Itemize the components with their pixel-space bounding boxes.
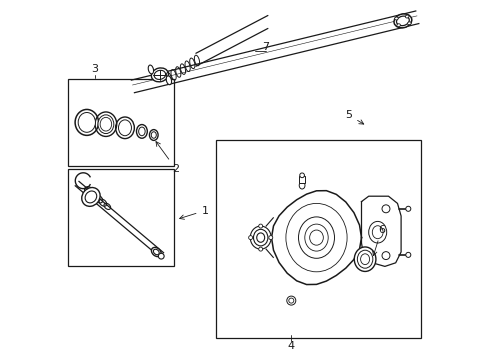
Ellipse shape	[394, 17, 397, 20]
Ellipse shape	[405, 252, 410, 257]
Ellipse shape	[288, 298, 293, 303]
Ellipse shape	[81, 188, 100, 206]
Bar	[299, 176, 305, 183]
Text: 3: 3	[91, 64, 99, 74]
Ellipse shape	[309, 230, 323, 245]
Ellipse shape	[298, 217, 334, 258]
Ellipse shape	[381, 205, 389, 213]
Ellipse shape	[139, 127, 145, 136]
Ellipse shape	[248, 235, 252, 240]
Ellipse shape	[381, 252, 389, 260]
Ellipse shape	[268, 235, 272, 240]
Text: 7: 7	[262, 42, 269, 52]
Ellipse shape	[360, 254, 369, 265]
Ellipse shape	[118, 120, 131, 136]
Ellipse shape	[354, 247, 375, 271]
Ellipse shape	[299, 182, 305, 189]
Text: 4: 4	[287, 341, 294, 351]
Ellipse shape	[407, 22, 410, 25]
Ellipse shape	[166, 76, 171, 85]
Ellipse shape	[286, 296, 295, 305]
Bar	[215, 140, 420, 338]
Ellipse shape	[258, 247, 262, 251]
Ellipse shape	[78, 112, 95, 132]
Ellipse shape	[405, 206, 410, 211]
Ellipse shape	[396, 16, 408, 26]
Ellipse shape	[304, 224, 327, 251]
Text: 6: 6	[372, 225, 384, 256]
Ellipse shape	[250, 226, 270, 249]
Polygon shape	[271, 191, 361, 284]
Ellipse shape	[151, 68, 168, 82]
Text: 2: 2	[156, 141, 179, 174]
Text: 5: 5	[345, 110, 363, 124]
Ellipse shape	[368, 221, 386, 243]
Ellipse shape	[98, 115, 114, 134]
Ellipse shape	[405, 15, 408, 18]
Ellipse shape	[393, 14, 411, 28]
Polygon shape	[265, 218, 273, 257]
Ellipse shape	[357, 250, 372, 268]
Ellipse shape	[151, 247, 161, 257]
Ellipse shape	[299, 173, 304, 177]
Ellipse shape	[154, 70, 165, 80]
Ellipse shape	[253, 229, 267, 246]
Bar	[68, 169, 174, 266]
Ellipse shape	[151, 132, 156, 138]
Ellipse shape	[258, 224, 262, 228]
Ellipse shape	[158, 253, 164, 259]
Ellipse shape	[256, 233, 264, 242]
Ellipse shape	[148, 65, 153, 74]
Ellipse shape	[153, 249, 159, 255]
Ellipse shape	[371, 226, 382, 239]
Text: 1: 1	[179, 206, 208, 219]
Bar	[68, 79, 174, 166]
Polygon shape	[361, 196, 400, 266]
Ellipse shape	[85, 191, 97, 203]
Ellipse shape	[396, 24, 400, 27]
